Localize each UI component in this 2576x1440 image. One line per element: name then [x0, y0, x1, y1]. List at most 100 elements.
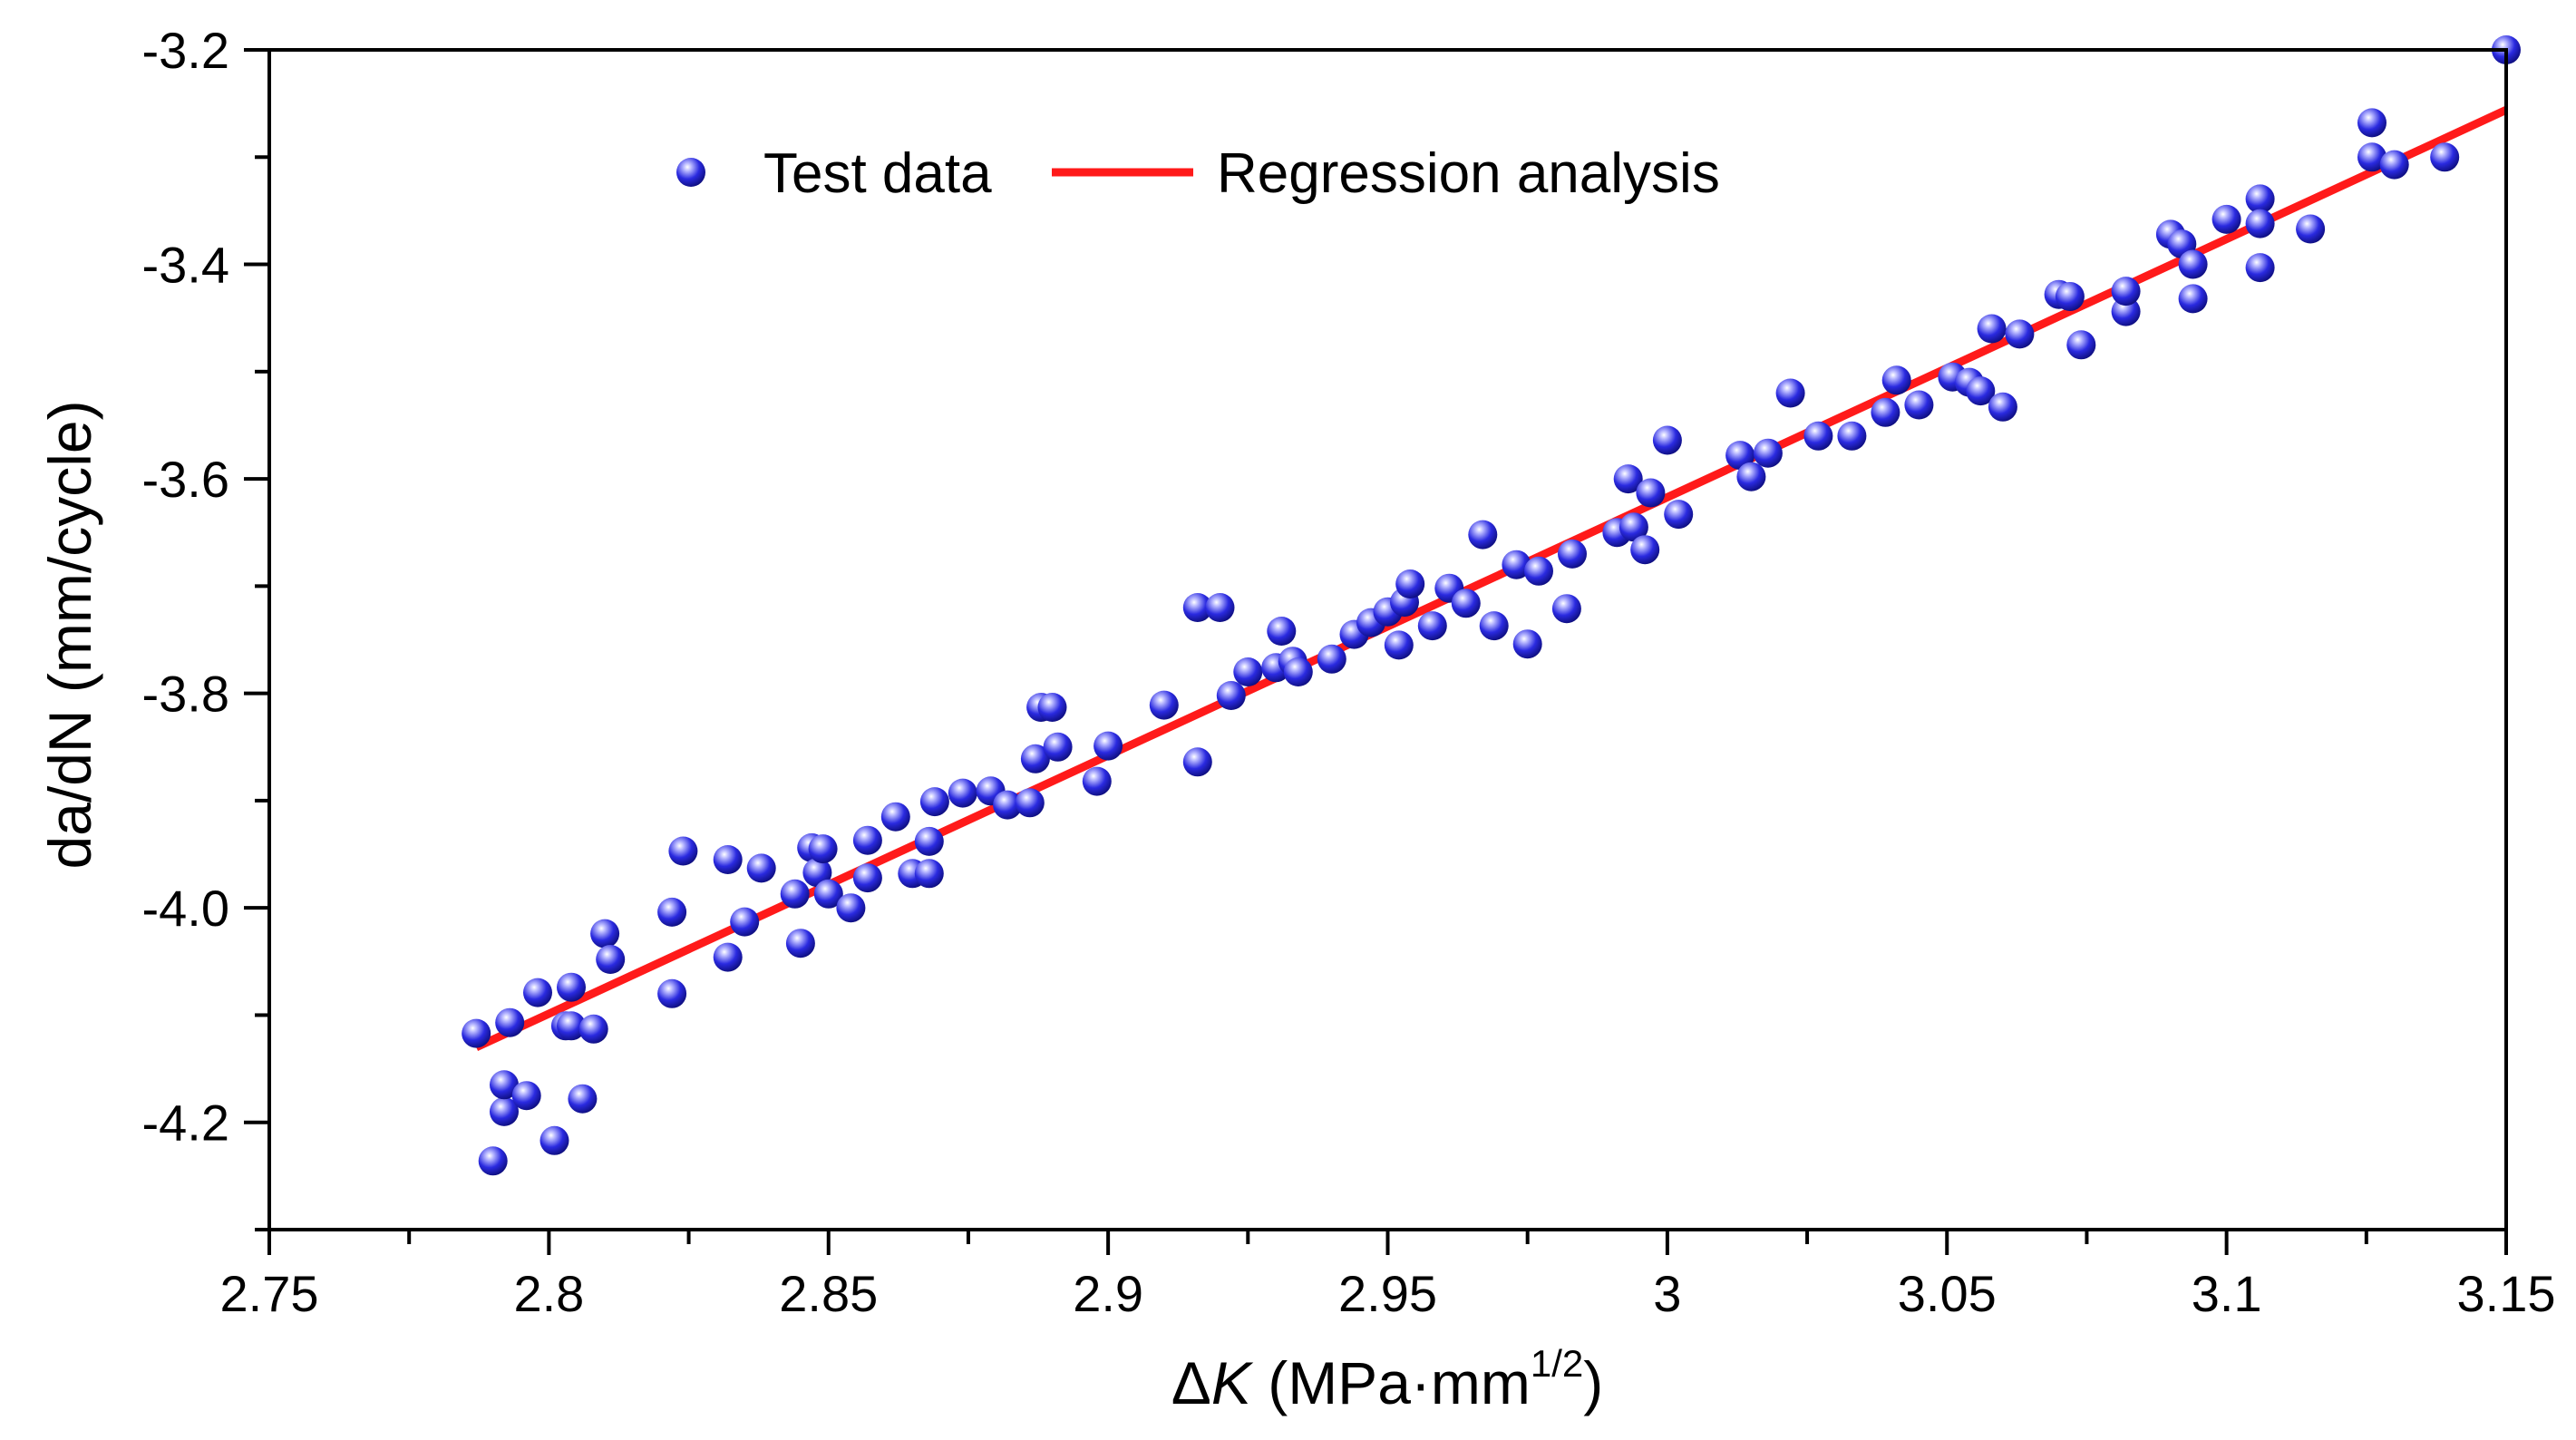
data-point [1551, 594, 1581, 624]
legend-label-regression: Regression analysis [1217, 142, 1720, 205]
data-point [2245, 253, 2275, 283]
x-axis-title-close: ) [1583, 1349, 1603, 1416]
y-tick-label: -4.0 [142, 880, 230, 937]
data-point [808, 834, 838, 864]
data-point [495, 1007, 525, 1037]
data-point [1015, 788, 1045, 818]
data-point [1182, 747, 1212, 777]
data-point [1753, 438, 1783, 468]
data-point [880, 802, 910, 832]
data-point [1267, 617, 1297, 646]
data-point [914, 859, 944, 889]
data-point [713, 845, 743, 874]
data-point [813, 879, 843, 909]
data-point [1652, 425, 1682, 455]
regression-line [474, 106, 2508, 1052]
x-tick-label: 2.95 [1338, 1265, 1437, 1322]
data-point [2357, 108, 2386, 138]
data-point [1803, 421, 1833, 451]
data-point [1283, 657, 1313, 686]
data-point [1966, 376, 1996, 406]
data-point [1384, 630, 1414, 660]
data-point [1736, 462, 1766, 491]
data-point [2178, 249, 2208, 279]
data-point [2055, 282, 2085, 311]
data-point [1502, 550, 1531, 579]
legend: Test data Regression analysis [676, 142, 1720, 205]
data-point [1904, 390, 1934, 420]
data-point [590, 919, 620, 949]
data-point [668, 836, 698, 866]
y-axis-title: da/dN (mm/cycle) [36, 400, 103, 869]
data-point [1630, 535, 1660, 565]
y-tick-label: -3.4 [142, 237, 230, 294]
data-point [730, 907, 760, 937]
data-point [852, 863, 882, 893]
data-point [490, 1096, 519, 1126]
data-point [1636, 478, 1666, 508]
data-point [657, 897, 687, 927]
data-point [2379, 150, 2409, 180]
data-point [1479, 611, 1509, 641]
legend-label-test-data: Test data [763, 142, 992, 205]
data-point [2245, 184, 2275, 214]
y-tick-label: -3.8 [142, 666, 230, 723]
data-point [578, 1014, 608, 1044]
y-tick-label: -4.2 [142, 1095, 230, 1152]
data-point [1317, 644, 1346, 674]
data-point [1094, 731, 1123, 761]
data-point [2430, 142, 2460, 172]
data-point [1182, 593, 1212, 622]
data-point [1043, 732, 1073, 762]
data-point [1664, 500, 1694, 530]
data-point [746, 853, 776, 883]
data-point [1725, 441, 1755, 471]
data-point [511, 1081, 541, 1111]
data-point [1205, 593, 1235, 622]
x-tick-label: 3 [1653, 1265, 1681, 1322]
data-point [2357, 142, 2386, 172]
data-point [2111, 277, 2141, 306]
data-point [1775, 378, 1805, 408]
x-tick-label: 2.85 [779, 1265, 878, 1322]
data-point [1216, 681, 1246, 710]
data-point [1468, 520, 1498, 550]
legend-marker-test-data [676, 158, 705, 187]
data-point [1837, 421, 1867, 451]
data-point [1871, 397, 1900, 427]
x-axis-title-variable: K [1211, 1349, 1254, 1416]
data-point [1417, 611, 1447, 641]
data-point [914, 826, 944, 856]
data-point [596, 945, 626, 974]
data-point [1037, 693, 1067, 722]
data-point [1558, 539, 1587, 569]
y-tick-label: -3.6 [142, 451, 230, 508]
x-tick-label: 3.1 [2192, 1265, 2262, 1322]
data-point [1512, 629, 1542, 659]
data-point [1451, 589, 1481, 618]
data-point [2245, 209, 2275, 238]
data-point [1881, 365, 1911, 395]
data-point [1988, 392, 2017, 422]
data-point [785, 929, 815, 958]
data-point [2005, 319, 2035, 349]
data-point [919, 787, 949, 817]
data-point [568, 1084, 598, 1114]
data-point [2211, 204, 2241, 234]
data-point [2066, 330, 2096, 360]
data-point [1395, 569, 1425, 598]
y-tick-label: -3.2 [142, 22, 230, 79]
x-axis-title-symbol: Δ [1171, 1349, 1211, 1416]
data-point [557, 972, 586, 1002]
data-point [657, 978, 687, 1008]
data-point [557, 1011, 586, 1041]
x-tick-label: 3.15 [2457, 1265, 2556, 1322]
data-point [478, 1146, 508, 1176]
data-point [1977, 314, 2007, 344]
data-point [948, 778, 977, 808]
x-tick-label: 2.8 [513, 1265, 584, 1322]
data-point [1619, 512, 1648, 542]
data-point [1524, 556, 1553, 586]
x-tick-label: 2.9 [1073, 1265, 1143, 1322]
